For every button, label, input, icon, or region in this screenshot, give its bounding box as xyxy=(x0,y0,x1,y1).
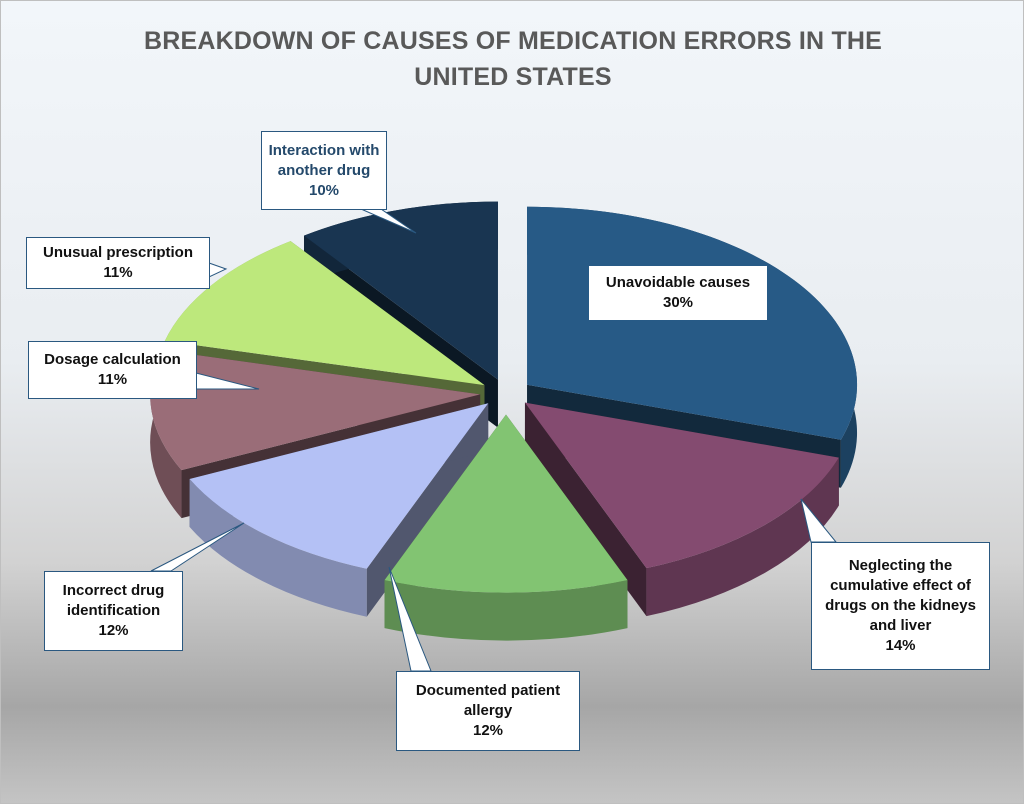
data-label-unusual: Unusual prescription 11% xyxy=(26,237,210,289)
data-label-incorrect: Incorrect drug identification 12% xyxy=(44,571,183,651)
label-text: Neglecting the cumulative effect of drug… xyxy=(825,557,976,634)
slice-top xyxy=(164,241,485,386)
slice-side-face xyxy=(524,402,647,617)
pie-slice-1 xyxy=(524,402,839,617)
label-value: 30% xyxy=(662,294,694,311)
slice-rim xyxy=(646,457,839,617)
chart-title: BREAKDOWN OF CAUSES OF MEDICATION ERRORS… xyxy=(143,27,883,91)
label-value: 10% xyxy=(308,181,340,199)
slice-rim xyxy=(189,479,367,617)
slice-top xyxy=(527,206,858,440)
label-value: 11% xyxy=(97,371,128,388)
slice-top xyxy=(303,201,498,380)
label-text: Incorrect drug identification xyxy=(62,582,165,619)
label-text: Documented patient allergy xyxy=(415,682,561,719)
callout-pointer xyxy=(208,262,228,278)
slice-top xyxy=(189,403,489,569)
data-label-interaction: Interaction with another drug 10% xyxy=(261,131,387,210)
label-value: 11% xyxy=(103,264,133,281)
slice-top xyxy=(384,414,628,593)
label-text: Dosage calculation xyxy=(44,351,181,368)
label-value: 12% xyxy=(472,722,504,739)
label-value: 14% xyxy=(885,637,916,654)
label-text: Unusual prescription xyxy=(42,244,194,261)
data-label-documented: Documented patient allergy 12% xyxy=(396,671,580,751)
slice-top xyxy=(524,402,839,569)
label-value: 12% xyxy=(98,622,129,639)
pie-slice-2 xyxy=(384,414,628,641)
data-label-unavoidable: Unavoidable causes 30% xyxy=(589,266,767,320)
slice-rim xyxy=(384,580,628,641)
label-text: Unavoidable causes xyxy=(605,274,751,291)
slice-top xyxy=(150,350,481,471)
data-label-neglecting: Neglecting the cumulative effect of drug… xyxy=(811,542,990,670)
data-label-dosage: Dosage calculation 11% xyxy=(28,341,197,399)
label-text: Interaction with another drug xyxy=(268,141,380,179)
